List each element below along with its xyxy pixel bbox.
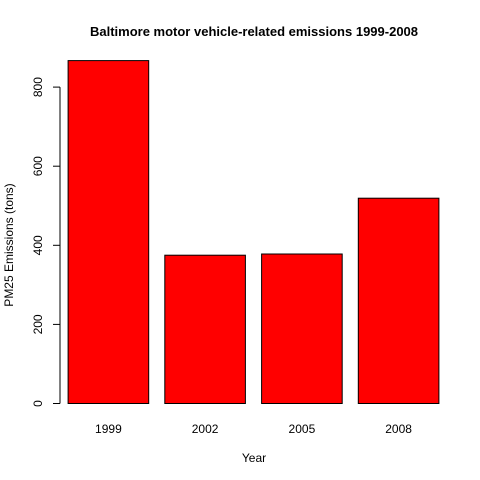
y-tick-label-200: 200 (31, 314, 45, 334)
bar-2005 (261, 253, 343, 404)
x-tick-label-2008: 2008 (385, 422, 412, 436)
y-tick-label-400: 400 (31, 235, 45, 255)
x-tick-label-2005: 2005 (289, 422, 316, 436)
x-tick-labels: 1999 2002 2005 2008 (95, 422, 412, 436)
y-axis: 0 200 400 600 800 (31, 77, 61, 407)
bars-group (67, 60, 440, 404)
bar-2002 (164, 254, 246, 404)
y-tick-label-800: 800 (31, 77, 45, 97)
x-tick-label-1999: 1999 (95, 422, 122, 436)
bar-1999 (67, 60, 150, 404)
y-tick-label-0: 0 (31, 400, 45, 407)
chart-title: Baltimore motor vehicle-related emission… (90, 24, 418, 39)
y-axis-label: PM25 Emissions (tons) (2, 183, 16, 306)
x-tick-label-2002: 2002 (192, 422, 219, 436)
bar-2008 (357, 197, 440, 404)
y-tick-label-600: 600 (31, 156, 45, 176)
x-axis-label: Year (242, 451, 266, 465)
